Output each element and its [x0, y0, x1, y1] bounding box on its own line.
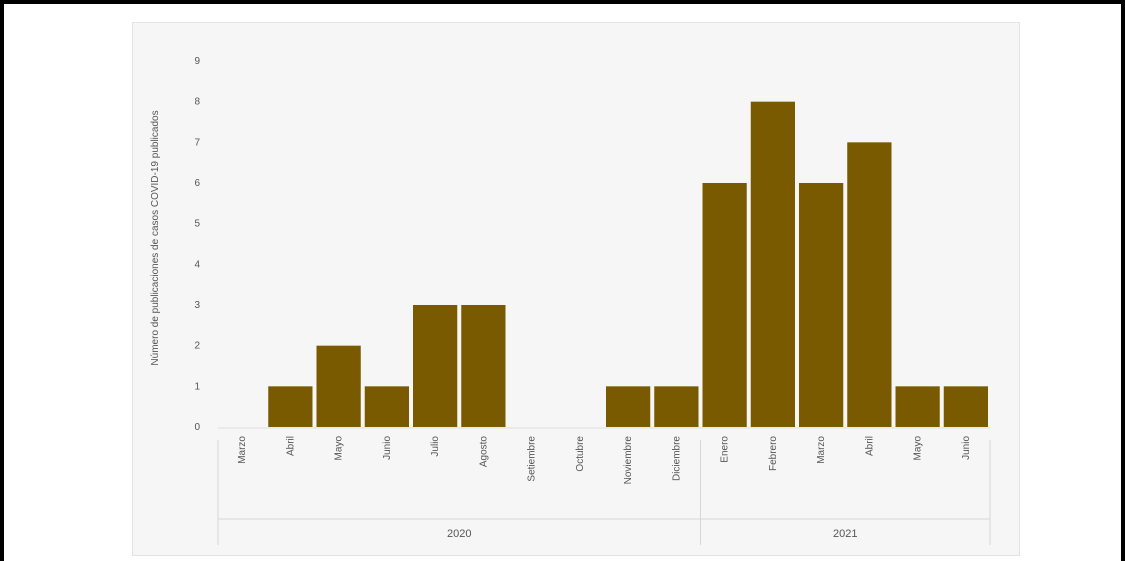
bar	[268, 386, 313, 427]
bar	[943, 386, 988, 427]
x-group-label: 2021	[833, 528, 857, 540]
x-tick-label: Mayo	[913, 436, 924, 461]
x-tick-label: Enero	[720, 436, 731, 463]
bar	[847, 142, 892, 428]
y-tick-label: 7	[194, 137, 200, 148]
x-tick-label: Mayo	[334, 436, 345, 461]
x-tick-label: Junio	[961, 436, 972, 460]
y-tick-label: 5	[194, 219, 200, 230]
y-tick-label: 2	[194, 341, 200, 352]
y-tick-label: 0	[194, 422, 200, 433]
x-tick-label: Setiembre	[527, 436, 538, 482]
y-tick-label: 3	[194, 300, 200, 311]
y-axis-ticks: 0 1 2 3 4 5 6 7 8 9	[194, 56, 200, 433]
x-tick-label: Octubre	[575, 436, 586, 472]
bar	[316, 345, 361, 427]
x-tick-label: Agosto	[478, 436, 489, 468]
y-tick-label: 8	[194, 97, 200, 108]
bar	[654, 386, 699, 427]
x-tick-label: Marzo	[237, 436, 248, 464]
y-axis-title: Número de publicaciones de casos COVID-1…	[150, 110, 161, 365]
bar	[364, 386, 409, 427]
x-axis-groups: 2020 2021	[217, 440, 991, 545]
x-axis-ticks: Marzo Abril Mayo Junio Julio Agosto Setiembre O…	[218, 427, 990, 485]
y-tick-label: 6	[194, 178, 200, 189]
y-tick-label: 1	[194, 381, 200, 392]
x-tick-label: Abril	[864, 436, 875, 456]
x-tick-label: Diciembre	[671, 436, 682, 481]
x-group-label: 2020	[447, 528, 471, 540]
x-tick-label: Marzo	[816, 436, 827, 464]
bar	[702, 183, 747, 427]
x-tick-label: Febrero	[768, 436, 779, 471]
x-tick-label: Noviembre	[623, 436, 634, 485]
bar	[799, 183, 844, 427]
bar	[413, 305, 458, 427]
y-tick-label: 9	[194, 56, 200, 67]
bar	[461, 305, 506, 427]
x-tick-label: Abril	[285, 436, 296, 456]
bar	[750, 101, 795, 428]
x-tick-label: Junio	[382, 436, 393, 460]
x-tick-label: Julio	[430, 436, 441, 457]
bar	[606, 386, 651, 427]
y-tick-label: 4	[194, 259, 200, 270]
bar	[895, 386, 940, 427]
bars	[268, 101, 988, 428]
